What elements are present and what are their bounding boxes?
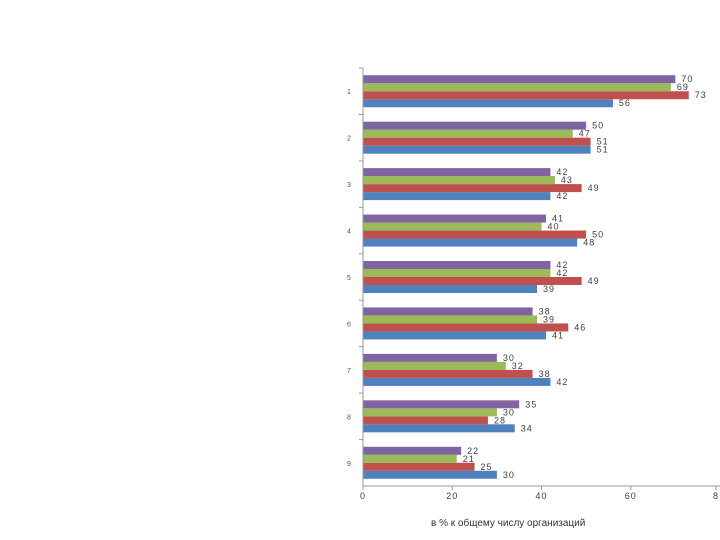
data-label-cat9-s4: 22: [467, 446, 479, 456]
bar-cat4-s2: [363, 230, 587, 239]
bar-cat1-s2: [363, 91, 689, 100]
bar-cat4-s3: [363, 222, 542, 231]
bar-cat5-s3: [363, 269, 551, 277]
category-label: 2: [347, 136, 351, 143]
x-tick-label: 60: [625, 491, 637, 501]
data-label-cat4-s1: 48: [583, 238, 595, 248]
bar-cat8-s1: [363, 424, 515, 433]
data-label-cat7-s1: 42: [556, 377, 568, 387]
data-label-cat1-s2: 73: [695, 90, 707, 100]
data-label-cat3-s3: 43: [561, 175, 573, 185]
data-label-cat7-s4: 30: [503, 353, 515, 363]
data-label-cat1-s3: 69: [677, 82, 689, 92]
category-label: 4: [347, 229, 351, 236]
data-label-cat2-s2: 51: [597, 137, 609, 147]
bar-cat6-s2: [363, 323, 569, 332]
bar-cat7-s4: [363, 353, 497, 362]
category-label: 7: [347, 368, 351, 375]
bar-cat1-s3: [363, 83, 671, 92]
data-label-cat1-s1: 56: [619, 98, 631, 108]
bar-cat5-s2: [363, 277, 582, 285]
data-label-cat4-s2: 50: [592, 230, 604, 240]
bar-cat3-s3: [363, 176, 555, 185]
bar-cat2-s1: [363, 145, 591, 154]
data-label-cat4-s3: 40: [548, 222, 560, 232]
data-label-cat2-s1: 51: [597, 145, 609, 155]
category-label: 9: [347, 461, 351, 468]
data-label-cat2-s4: 50: [592, 121, 604, 131]
data-label-cat1-s4: 70: [681, 74, 693, 84]
data-label-cat5-s1: 39: [543, 284, 555, 294]
bar-cat6-s1: [363, 331, 546, 340]
bar-cat9-s2: [363, 462, 475, 471]
data-label-cat5-s4: 42: [556, 260, 568, 270]
data-label-cat2-s3: 47: [579, 129, 591, 139]
bar-cat7-s3: [363, 361, 506, 370]
category-label: 8: [347, 414, 351, 421]
data-label-cat6-s3: 39: [543, 314, 555, 324]
bar-cat2-s3: [363, 129, 573, 138]
bar-cat2-s4: [363, 121, 587, 130]
bar-cat5-s4: [363, 261, 551, 269]
bar-cat7-s2: [363, 369, 533, 378]
x-tick-label: 0: [360, 491, 366, 501]
bar-cat8-s3: [363, 408, 497, 417]
category-label: 1: [347, 89, 351, 96]
bar-cat1-s4: [363, 75, 676, 84]
x-tick-label: 20: [446, 491, 458, 501]
x-axis-title: в % к общему числу организаций: [431, 518, 586, 529]
category-label: 6: [347, 321, 351, 328]
data-label-cat3-s4: 42: [556, 167, 568, 177]
data-label-cat8-s2: 28: [494, 415, 506, 425]
bar-cat4-s1: [363, 238, 578, 247]
data-label-cat6-s1: 41: [552, 330, 564, 340]
x-tick-label: 40: [535, 491, 547, 501]
x-tick-label: 8: [713, 491, 719, 501]
data-label-cat8-s1: 34: [521, 423, 533, 433]
data-label-cat8-s3: 30: [503, 407, 515, 417]
data-label-cat7-s2: 38: [539, 369, 551, 379]
bar-cat3-s1: [363, 192, 551, 201]
bar-cat7-s1: [363, 377, 551, 386]
data-label-cat9-s3: 21: [463, 454, 475, 464]
data-label-cat6-s2: 46: [574, 322, 586, 332]
data-label-cat3-s2: 49: [588, 183, 600, 193]
data-label-cat7-s3: 32: [512, 361, 524, 371]
bar-cat9-s1: [363, 470, 497, 479]
bar-cat6-s3: [363, 315, 538, 324]
bar-cat3-s2: [363, 184, 582, 193]
data-labels-group: 5673697051514750424943424850404139494242…: [463, 74, 707, 480]
data-label-cat5-s3: 42: [556, 268, 568, 278]
bar-cat5-s1: [363, 285, 538, 293]
data-label-cat6-s4: 38: [539, 306, 551, 316]
x-tick-labels-group: 0 20 40 60 8: [360, 486, 719, 501]
data-label-cat4-s4: 41: [552, 214, 564, 224]
bars-group: [363, 75, 689, 479]
bar-cat4-s4: [363, 214, 546, 223]
category-label: 3: [347, 182, 351, 189]
data-label-cat5-s2: 49: [588, 276, 600, 286]
data-label-cat9-s2: 25: [481, 462, 493, 472]
data-label-cat9-s1: 30: [503, 470, 515, 480]
bar-cat9-s4: [363, 446, 462, 455]
bar-cat3-s4: [363, 168, 551, 177]
bar-cat6-s4: [363, 307, 533, 316]
data-label-cat3-s1: 42: [556, 191, 568, 201]
category-label: 5: [347, 275, 351, 282]
bar-cat1-s1: [363, 99, 613, 108]
bar-cat8-s4: [363, 400, 520, 409]
bar-cat9-s3: [363, 454, 457, 463]
bar-cat2-s2: [363, 137, 591, 146]
data-label-cat8-s4: 35: [525, 399, 537, 409]
bar-cat8-s2: [363, 416, 488, 425]
